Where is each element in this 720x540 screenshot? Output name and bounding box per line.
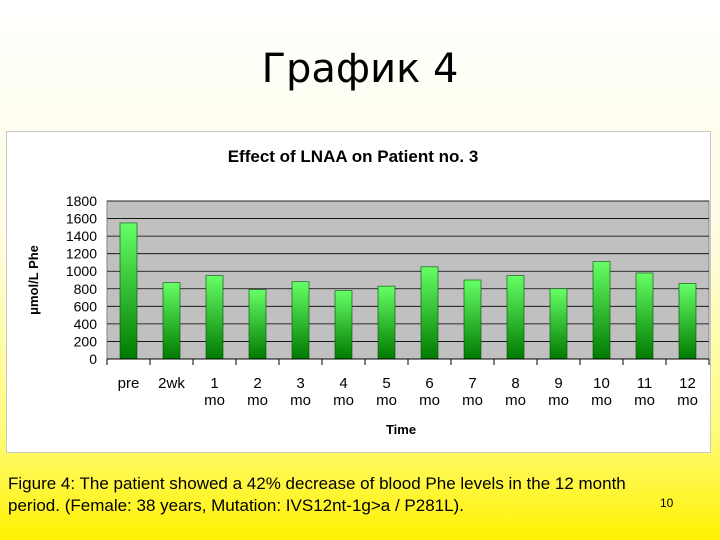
bar (678, 283, 697, 360)
x-tick-label: 2 (253, 375, 261, 392)
slide-title: График 4 (261, 46, 459, 92)
x-tick-label: 6 (425, 375, 433, 392)
x-tick-label: mo (247, 392, 268, 409)
x-tick-label: mo (376, 392, 397, 409)
bar (291, 281, 310, 360)
x-tick-label: 10 (593, 375, 610, 392)
bar (592, 261, 611, 360)
figure-caption: Figure 4: The patient showed a 42% decre… (8, 473, 712, 517)
x-tick-label: mo (333, 392, 354, 409)
y-tick-label: 800 (74, 281, 98, 297)
x-tick-label: 7 (468, 375, 476, 392)
x-tick-label: pre (118, 375, 140, 392)
bar (549, 288, 568, 360)
x-tick-label: 1 (210, 375, 218, 392)
x-tick-label: 5 (382, 375, 390, 392)
x-tick-label: mo (634, 392, 655, 409)
x-tick-label: mo (204, 392, 225, 409)
x-tick-label: 9 (554, 375, 562, 392)
bar (377, 285, 396, 360)
y-tick-label: 1400 (66, 228, 97, 244)
x-tick-label: 2wk (158, 375, 185, 392)
chart-title: Effect of LNAA on Patient no. 3 (228, 147, 479, 166)
x-tick-label: 3 (296, 375, 304, 392)
y-tick-label: 1000 (66, 263, 97, 279)
x-tick-label: mo (290, 392, 311, 409)
plot-area (106, 200, 710, 360)
x-tick-label: 11 (637, 375, 653, 392)
bar (205, 275, 224, 360)
x-tick-label: mo (591, 392, 612, 409)
x-axis-label: Time (386, 422, 416, 437)
y-tick-label: 400 (74, 316, 98, 332)
x-tick-label: mo (462, 392, 483, 409)
caption-line-2: period. (Female: 38 years, Mutation: IVS… (8, 496, 464, 515)
x-tick-label: mo (505, 392, 526, 409)
bar (162, 282, 181, 360)
y-tick-label: 0 (89, 351, 97, 367)
bar (248, 289, 267, 360)
x-tick-label: 4 (339, 375, 347, 392)
y-tick-label: 600 (74, 298, 98, 314)
caption-line-1: Figure 4: The patient showed a 42% decre… (8, 474, 626, 493)
bar (635, 272, 654, 360)
y-axis-label: μmol/L Phe (26, 245, 41, 315)
y-tick-label: 1200 (66, 246, 97, 262)
x-tick-label: 8 (511, 375, 519, 392)
x-tick-label: mo (419, 392, 440, 409)
y-tick-label: 1600 (66, 211, 97, 227)
bar (119, 222, 138, 360)
slide-number: 10 (660, 496, 674, 510)
bar (506, 275, 525, 360)
y-tick-label: 200 (74, 333, 98, 349)
x-tick-label: 12 (679, 375, 696, 392)
bar (463, 279, 482, 360)
chart-frame: Effect of LNAA on Patient no. 3 0 200 400 6… (6, 131, 711, 453)
bar (334, 290, 353, 360)
x-tick-label: mo (548, 392, 569, 409)
y-tick-label: 1800 (66, 193, 97, 209)
x-tick-label: mo (677, 392, 698, 409)
bar (420, 266, 439, 360)
